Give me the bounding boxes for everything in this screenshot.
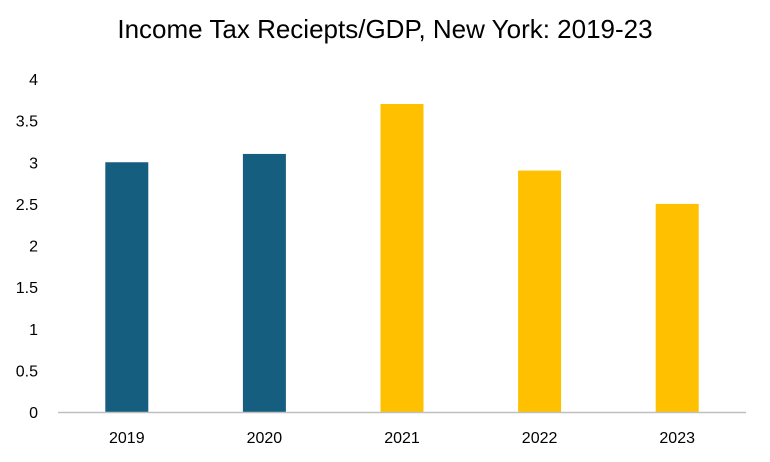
x-tick-label: 2023 xyxy=(659,430,695,447)
x-tick-label: 2020 xyxy=(247,430,283,447)
chart-title: Income Tax Reciepts/GDP, New York: 2019-… xyxy=(117,14,653,44)
bar-2019 xyxy=(105,162,149,412)
bar-2023 xyxy=(655,203,699,412)
bar-series xyxy=(105,103,699,413)
bar-2021 xyxy=(380,103,424,412)
bar-2020 xyxy=(242,153,286,413)
y-tick-label: 4 xyxy=(29,72,38,89)
y-tick-label: 3.5 xyxy=(16,114,38,131)
x-tick-label: 2021 xyxy=(384,430,420,447)
y-axis: 0 0.5 1 1.5 2 2.5 3 3.5 4 xyxy=(16,72,38,422)
bar-2022 xyxy=(518,170,562,412)
x-axis: 2019 2020 2021 2022 2023 xyxy=(109,430,695,447)
y-tick-label: 0 xyxy=(29,405,38,422)
x-tick-label: 2022 xyxy=(522,430,558,447)
x-tick-label: 2019 xyxy=(109,430,145,447)
y-tick-label: 1 xyxy=(29,322,38,339)
y-tick-label: 3 xyxy=(29,155,38,172)
y-tick-label: 0.5 xyxy=(16,363,38,380)
y-tick-label: 2 xyxy=(29,239,38,256)
y-tick-label: 2.5 xyxy=(16,197,38,214)
y-tick-label: 1.5 xyxy=(16,280,38,297)
